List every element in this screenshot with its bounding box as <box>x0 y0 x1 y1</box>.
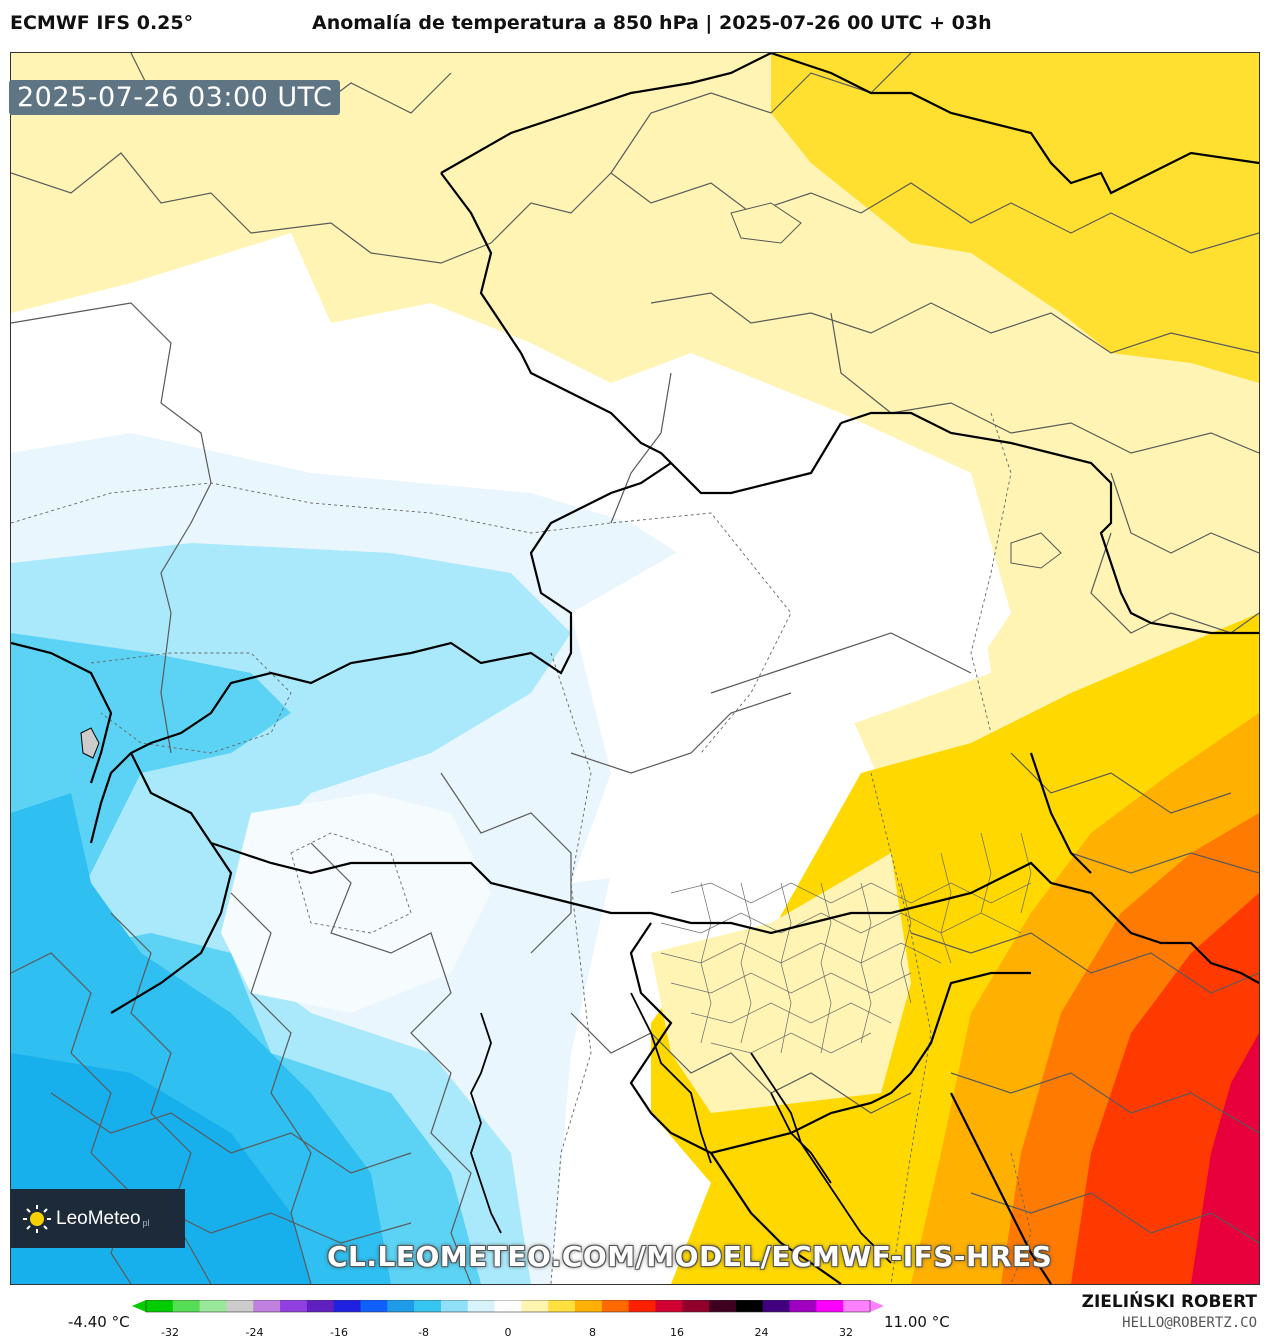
scale-swatch <box>655 1300 683 1312</box>
scale-tick-label: -32 <box>161 1326 179 1339</box>
scale-swatch <box>226 1300 254 1312</box>
scale-swatch <box>253 1300 281 1312</box>
leometeo-logo[interactable]: LeoMeteo pl <box>10 1189 185 1248</box>
country-borders <box>11 53 1259 1284</box>
logo-suffix: pl <box>142 1218 150 1228</box>
scale-swatch <box>280 1300 308 1312</box>
scale-swatch <box>843 1300 871 1312</box>
scale-swatch <box>521 1300 549 1312</box>
legend-min-value: -4.40 °C <box>68 1313 130 1331</box>
anomaly-band-yellow-ne <box>771 53 1259 383</box>
scale-swatch <box>306 1300 335 1312</box>
scale-swatch <box>575 1300 603 1312</box>
scale-tick-label: 16 <box>670 1326 684 1339</box>
scale-swatch <box>709 1300 737 1312</box>
scale-swatch <box>601 1300 630 1312</box>
sun-icon <box>23 1204 51 1233</box>
lake <box>730 202 802 244</box>
scale-swatch <box>762 1300 791 1312</box>
scale-swatch <box>333 1300 362 1312</box>
scale-swatch <box>172 1300 201 1312</box>
author-name: ZIELIŃSKI ROBERT <box>1081 1292 1257 1312</box>
scale-tick-label: 0 <box>504 1326 512 1339</box>
scale-tick-label: 32 <box>839 1326 853 1339</box>
scale-tick-label: -8 <box>418 1326 429 1339</box>
scale-swatch <box>789 1300 817 1312</box>
map-title: Anomalía de temperatura a 850 hPa | 2025… <box>312 12 992 34</box>
logo-name: LeoMeteo <box>56 1207 141 1229</box>
legend-max-value: 11.00 °C <box>884 1313 950 1331</box>
scale-swatch <box>440 1300 469 1312</box>
scale-low-arrow <box>132 1300 146 1312</box>
map-area[interactable] <box>10 52 1260 1285</box>
scale-swatch <box>467 1300 496 1312</box>
model-name: ECMWF IFS 0.25° <box>10 12 194 34</box>
scale-swatch <box>735 1300 764 1312</box>
municipal-boundaries <box>660 832 1032 1054</box>
scale-swatch <box>494 1300 522 1312</box>
lake-hatched <box>80 727 100 759</box>
source-url-watermark[interactable]: CL.LEOMETEO.COM/MODEL/ECMWF-IFS-HRES <box>327 1240 1053 1273</box>
scale-tick-label: 8 <box>589 1326 596 1339</box>
dotted-boundaries <box>11 412 1032 1284</box>
scale-swatch <box>199 1300 227 1312</box>
author-email[interactable]: HELLO@ROBERTZ.CO <box>1122 1315 1257 1331</box>
anomaly-band-crimson <box>1191 1033 1259 1284</box>
scale-swatch <box>414 1300 442 1312</box>
scale-swatch <box>816 1300 844 1312</box>
scale-swatch <box>548 1300 576 1312</box>
color-scale-bar <box>132 1300 884 1313</box>
coastline <box>470 992 892 1264</box>
scale-swatch <box>682 1300 710 1312</box>
valid-time-badge: 2025-07-26 03:00 UTC <box>9 80 341 115</box>
scale-swatch <box>387 1300 415 1312</box>
scale-swatch <box>146 1300 174 1312</box>
scale-swatch <box>628 1300 656 1312</box>
scale-tick-label: 24 <box>754 1326 769 1339</box>
scale-tick-label: -16 <box>330 1326 348 1339</box>
scale-swatch <box>360 1300 388 1312</box>
scale-tick-label: -24 <box>245 1326 264 1339</box>
scale-high-arrow <box>870 1300 884 1312</box>
temperature-anomaly-map <box>11 53 1259 1284</box>
